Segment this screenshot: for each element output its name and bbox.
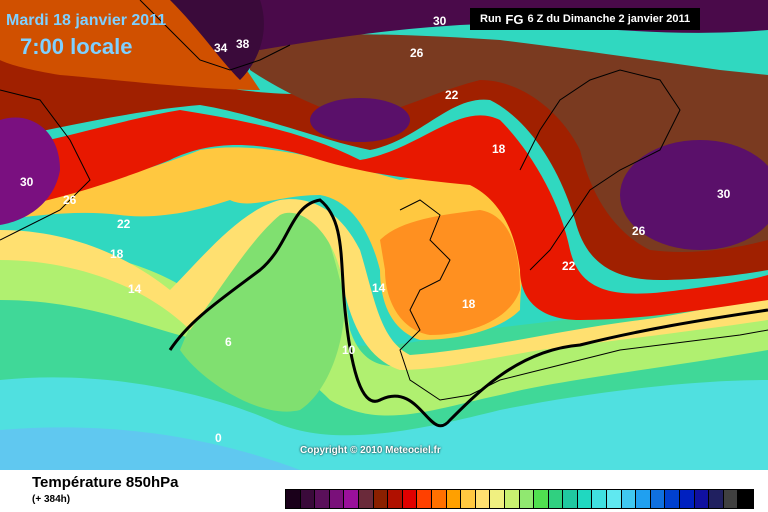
color-scale-swatch	[665, 490, 681, 508]
color-scale-swatch	[446, 490, 462, 508]
contour-label: 34	[214, 41, 228, 55]
contour-label: 22	[117, 217, 131, 231]
color-scale-swatch	[680, 490, 695, 508]
run-info: Run FG 6 Z du Dimanche 2 janvier 2011	[470, 8, 700, 30]
band-red	[0, 110, 768, 320]
arctic-corner	[170, 0, 264, 80]
color-scale-swatch	[402, 490, 418, 508]
color-scale-swatch	[636, 490, 651, 508]
legend-subtitle: (+ 384h)	[32, 494, 71, 505]
cold-core-east	[620, 140, 768, 250]
run-suffix: 6 Z du Dimanche 2 janvier 2011	[527, 13, 691, 25]
color-scale-swatch	[344, 490, 359, 508]
color-scale-swatch	[329, 490, 345, 508]
forecast-date: Mardi 18 janvier 2011	[6, 12, 167, 29]
color-scale-swatch	[563, 490, 578, 508]
color-scale-swatch	[431, 490, 447, 508]
color-scale-swatch	[592, 490, 608, 508]
contour-label: 10	[342, 343, 356, 357]
cold-west	[0, 117, 60, 225]
contour-label: 30	[20, 175, 34, 189]
run-prefix: Run	[480, 13, 502, 25]
contour-label: 26	[410, 46, 424, 60]
color-scale-swatch	[519, 490, 535, 508]
color-scale-swatch	[461, 490, 476, 508]
contour-label: 38	[236, 37, 250, 51]
color-scale-swatch	[490, 490, 505, 508]
contour-label: 0	[215, 431, 222, 445]
coastline-europe	[399, 199, 768, 401]
contour-label: 14	[128, 282, 142, 296]
color-scale-swatch	[650, 490, 666, 508]
contour-label: 22	[445, 88, 459, 102]
band-green-mid	[180, 200, 345, 412]
contour-label: 26	[63, 193, 77, 207]
contour-label: 26	[632, 224, 646, 238]
band-yellow-green	[0, 204, 768, 416]
color-scale-swatch	[709, 490, 724, 508]
band-orange	[380, 210, 520, 335]
temperature-map: 34 38 30 26 22 18 30 26 22 18 14 6 0 14 …	[0, 0, 768, 470]
color-scale-swatch	[358, 490, 374, 508]
zero-contour	[168, 198, 768, 428]
color-scale-swatch	[577, 490, 593, 508]
color-scale-swatch	[388, 490, 403, 508]
color-scale-swatch	[315, 490, 330, 508]
color-scale-swatch	[548, 490, 564, 508]
coastline-scandinavia	[519, 69, 681, 271]
color-scale-swatch	[286, 490, 301, 508]
color-scale-swatch	[300, 490, 316, 508]
coastline-north	[139, 0, 291, 71]
legend-title: Température 850hPa	[32, 474, 179, 491]
color-scale-swatch	[738, 490, 753, 508]
color-scale	[285, 489, 754, 509]
contour-label: 18	[462, 297, 476, 311]
color-scale-swatch	[694, 490, 710, 508]
contour-label: 6	[225, 335, 232, 349]
color-scale-swatch	[504, 490, 520, 508]
color-scale-swatch	[621, 490, 637, 508]
coastline-greenland	[0, 89, 91, 241]
run-model: FG	[505, 11, 524, 27]
contour-label: 30	[433, 14, 447, 28]
band-yellow	[0, 199, 768, 370]
contour-label: 18	[492, 142, 506, 156]
color-scale-swatch	[373, 490, 389, 508]
color-scale-swatch	[417, 490, 432, 508]
color-scale-swatch	[607, 490, 622, 508]
forecast-time: 7:00 locale	[20, 34, 133, 59]
contour-label: 18	[110, 247, 124, 261]
cold-core-north	[310, 98, 410, 142]
contour-label: 14	[372, 281, 386, 295]
color-scale-swatch	[723, 490, 739, 508]
contour-label: 22	[562, 259, 576, 273]
color-scale-swatch	[475, 490, 491, 508]
band-blue	[0, 427, 300, 470]
color-scale-swatch	[534, 490, 549, 508]
contour-label: 30	[717, 187, 731, 201]
copyright: Copyright © 2010 Meteociel.fr	[300, 445, 441, 456]
